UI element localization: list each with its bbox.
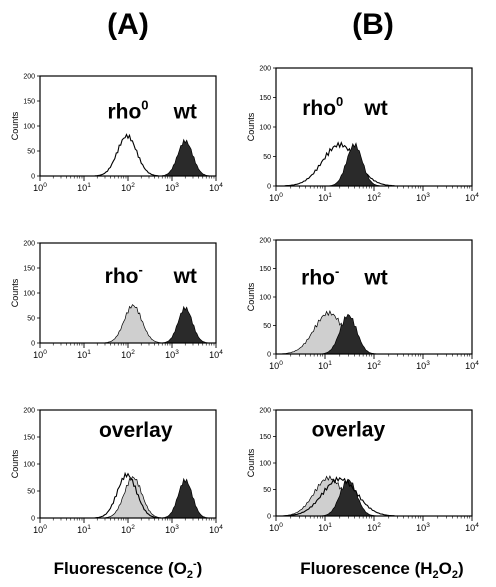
x-tick-label: 101: [77, 182, 91, 193]
x-axis-title-b: Fluorescence (H2O2): [300, 559, 463, 581]
x-tick-label: 103: [165, 349, 179, 360]
series-label: wt: [173, 101, 197, 124]
plot-frame: [275, 67, 473, 187]
x-tick-label: 102: [367, 360, 381, 371]
y-tick-label: 100: [23, 291, 35, 298]
y-tick-label: 50: [263, 154, 271, 161]
y-tick-label: 200: [259, 238, 271, 245]
x-tick-label: 102: [121, 349, 135, 360]
x-tick-label: 101: [77, 349, 91, 360]
y-tick-label: 100: [23, 124, 35, 131]
x-tick-label: 100: [33, 182, 47, 193]
histogram-series-dark: [40, 138, 216, 177]
y-tick-label: 0: [267, 514, 271, 521]
y-tick-label: 100: [259, 125, 271, 132]
x-tick-label: 101: [318, 192, 332, 203]
x-tick-label: 104: [209, 349, 223, 360]
x-axis-title-a: Fluorescence (O2-): [54, 558, 203, 581]
y-tick-label: 0: [31, 516, 35, 523]
x-tick-label: 101: [77, 524, 91, 535]
x-tick-label: 104: [209, 524, 223, 535]
panel-b-label: (B): [352, 8, 394, 41]
x-tick-label: 102: [367, 192, 381, 203]
y-tick-label: 200: [23, 241, 35, 248]
y-tick-label: 150: [23, 99, 35, 106]
histogram-series-light: [276, 475, 472, 517]
y-tick-label: 150: [23, 266, 35, 273]
y-tick-label: 150: [259, 434, 271, 441]
histogram-series-dark: [276, 142, 472, 187]
series-label: wt: [363, 97, 387, 120]
y-tick-label: 50: [263, 487, 271, 494]
y-axis-label: Counts: [10, 278, 20, 307]
y-tick-label: 150: [259, 266, 271, 273]
x-tick-label: 104: [465, 522, 479, 533]
series-label: overlay: [312, 419, 386, 442]
x-tick-label: 103: [416, 192, 430, 203]
x-tick-label: 101: [318, 522, 332, 533]
x-tick-label: 103: [416, 522, 430, 533]
x-tick-label: 100: [269, 360, 283, 371]
y-tick-label: 0: [31, 341, 35, 348]
x-tick-label: 102: [367, 522, 381, 533]
series-label: rho0: [302, 94, 343, 120]
x-tick-label: 100: [269, 522, 283, 533]
y-axis-label: Counts: [10, 111, 20, 140]
series-label: wt: [363, 266, 387, 289]
y-tick-label: 100: [259, 461, 271, 468]
series-label: rho0: [107, 98, 148, 124]
y-tick-label: 200: [259, 408, 271, 415]
y-tick-label: 50: [27, 149, 35, 156]
y-tick-label: 150: [23, 435, 35, 442]
y-axis-label: Counts: [246, 448, 256, 477]
x-tick-label: 104: [465, 192, 479, 203]
x-tick-label: 103: [165, 182, 179, 193]
y-axis-label: Counts: [246, 282, 256, 311]
y-tick-label: 0: [31, 174, 35, 181]
x-tick-label: 100: [33, 349, 47, 360]
x-tick-label: 103: [165, 524, 179, 535]
x-tick-label: 100: [269, 192, 283, 203]
series-label: rho-: [105, 262, 143, 288]
y-tick-label: 0: [267, 352, 271, 359]
y-tick-label: 100: [23, 462, 35, 469]
y-axis-label: Counts: [246, 112, 256, 141]
y-tick-label: 200: [259, 66, 271, 73]
x-tick-label: 103: [416, 360, 430, 371]
series-label: wt: [173, 265, 197, 288]
y-tick-label: 150: [259, 95, 271, 102]
series-label: overlay: [99, 419, 173, 442]
y-tick-label: 50: [27, 316, 35, 323]
x-tick-label: 104: [465, 360, 479, 371]
histogram-series-outline: [276, 141, 472, 187]
y-tick-label: 100: [259, 295, 271, 302]
y-tick-label: 0: [267, 184, 271, 191]
y-axis-label: Counts: [10, 449, 20, 478]
panel-a-label: (A): [107, 8, 149, 41]
series-label: rho-: [301, 263, 339, 289]
y-tick-label: 50: [263, 323, 271, 330]
x-tick-label: 101: [318, 360, 332, 371]
x-tick-label: 100: [33, 524, 47, 535]
x-tick-label: 102: [121, 524, 135, 535]
y-tick-label: 200: [23, 74, 35, 81]
x-tick-label: 104: [209, 182, 223, 193]
y-tick-label: 50: [27, 489, 35, 496]
y-tick-label: 200: [23, 408, 35, 415]
plot-frame: [275, 239, 473, 355]
histogram-series-light: [276, 310, 472, 355]
x-tick-label: 102: [121, 182, 135, 193]
